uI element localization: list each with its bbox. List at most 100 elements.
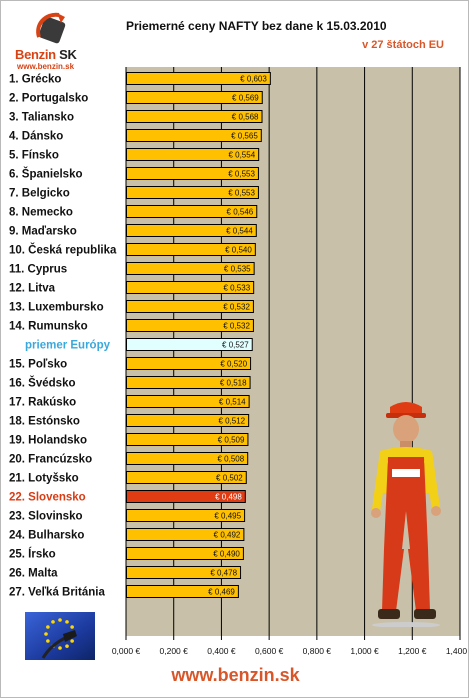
category-label: 10. Česká republika (9, 244, 117, 257)
logo-wordmark: Benzin SK (15, 47, 77, 62)
category-label: 11. Cyprus (9, 264, 67, 276)
eu-flag-icon (25, 612, 95, 660)
bar (126, 281, 255, 294)
flag-star (58, 646, 62, 650)
logo-name-suffix: SK (59, 47, 77, 62)
bar (126, 319, 254, 332)
data-label: € 0,553 (228, 189, 255, 198)
data-label: € 0,469 (208, 588, 235, 597)
category-label: 25. Írsko (9, 548, 56, 561)
flag-star (65, 620, 69, 624)
bar (126, 224, 257, 237)
bar (126, 509, 246, 522)
axis-ticks (125, 636, 461, 640)
category-label: 20. Francúzsko (9, 454, 92, 466)
bar (126, 547, 244, 560)
x-tick-label: 0,800 € (303, 646, 332, 656)
data-label: € 0,532 (223, 322, 250, 331)
bar (126, 395, 250, 408)
category-label: 18. Estónsko (9, 416, 80, 428)
mascot-figure (371, 402, 441, 627)
category-label: 8. Nemecko (9, 207, 73, 219)
flag-star (70, 625, 74, 629)
data-label: € 0,518 (220, 379, 247, 388)
bar (126, 490, 246, 503)
footer-url[interactable]: www.benzin.sk (171, 665, 300, 685)
data-label: € 0,544 (226, 227, 253, 236)
data-label: € 0,546 (227, 208, 254, 217)
logo-name-main: Benzin (15, 47, 56, 62)
bar (126, 585, 239, 598)
data-label: € 0,603 (240, 75, 267, 84)
x-tick-label: 0,400 € (207, 646, 236, 656)
data-label: € 0,509 (218, 436, 245, 445)
bar (126, 566, 242, 579)
bar (126, 205, 258, 218)
data-label: € 0,514 (219, 398, 246, 407)
x-tick-label: 1,200 € (398, 646, 427, 656)
category-label: 6. Španielsko (9, 168, 83, 181)
data-label: € 0,520 (220, 360, 247, 369)
data-label: € 0,478 (210, 569, 237, 578)
data-label: € 0,527 (222, 341, 249, 350)
category-label: 26. Malta (9, 568, 58, 580)
x-tick-label: 0,000 € (112, 646, 141, 656)
fuel-nozzle-icon (36, 12, 66, 44)
category-label: 4. Dánsko (9, 131, 63, 143)
category-label: 22. Slovensko (9, 492, 86, 504)
x-tick-label: 1,000 € (350, 646, 379, 656)
bar (126, 129, 262, 142)
category-label: 27. Veľká Británia (9, 587, 105, 599)
bar (126, 357, 252, 370)
category-labels: 1. Grécko 2. Portugalsko 3. Taliansko 4. Dá… (9, 74, 117, 599)
category-label: 21. Lotyšsko (9, 473, 79, 485)
data-label: € 0,512 (218, 417, 245, 426)
category-label: 23. Slovinsko (9, 511, 83, 523)
data-label: € 0,568 (232, 113, 259, 122)
logo-url[interactable]: www.benzin.sk (17, 62, 75, 71)
category-label: 17. Rakúsko (9, 397, 76, 409)
category-label: 9. Maďarsko (9, 226, 77, 238)
bar (126, 376, 251, 389)
chart-subtitle: v 27 štátoch EU (362, 39, 444, 51)
bar (126, 110, 263, 123)
flag-star (51, 620, 55, 624)
bar (126, 338, 253, 351)
bar (126, 148, 260, 161)
data-label: € 0,565 (231, 132, 258, 141)
bar (126, 414, 250, 427)
bar (126, 433, 249, 446)
bar (126, 167, 259, 180)
x-tick-label: 0,600 € (255, 646, 284, 656)
value-labels: € 0,603 € 0,569 € 0,568 € 0,565 € 0,554 € 0,5… (208, 75, 267, 597)
bar (126, 528, 245, 541)
bar (126, 452, 249, 465)
data-label: € 0,553 (228, 170, 255, 179)
x-tick-labels: 0,000 € 0,200 € 0,400 € 0,600 € 0,800 € 1,000… (112, 646, 469, 656)
data-label: € 0,554 (228, 151, 255, 160)
data-label: € 0,533 (223, 284, 250, 293)
data-label: € 0,502 (216, 474, 243, 483)
flag-star (46, 625, 50, 629)
bar (126, 300, 254, 313)
bar (126, 91, 263, 104)
data-label: € 0,495 (214, 512, 241, 521)
data-label: € 0,492 (214, 531, 241, 540)
category-label: 12. Litva (9, 283, 56, 295)
data-label: € 0,540 (225, 246, 252, 255)
chart-title: Priemerné ceny NAFTY bez dane k 15.03.20… (126, 19, 387, 33)
flag-star (58, 618, 62, 622)
flag-star (65, 644, 69, 648)
x-tick-label: 0,200 € (160, 646, 189, 656)
category-label: 15. Poľsko (9, 359, 67, 371)
data-label: € 0,532 (223, 303, 250, 312)
category-label: priemer Európy (25, 340, 111, 352)
category-label: 5. Fínsko (9, 150, 59, 162)
gridlines (173, 67, 461, 636)
bar (126, 243, 256, 256)
benzin-sk-logo: Benzin SK www.benzin.sk (9, 9, 89, 71)
category-label: 2. Portugalsko (9, 93, 88, 105)
plot-area (126, 67, 460, 636)
